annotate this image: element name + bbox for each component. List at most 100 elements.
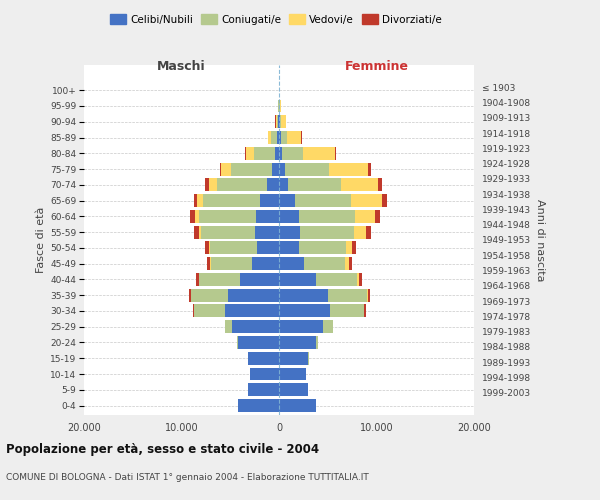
Bar bbox=[359, 273, 362, 286]
Bar bbox=[275, 147, 279, 160]
Bar bbox=[279, 288, 328, 302]
Bar bbox=[368, 288, 370, 302]
Bar bbox=[210, 257, 211, 270]
Text: Popolazione per età, sesso e stato civile - 2004: Popolazione per età, sesso e stato civil… bbox=[6, 442, 319, 456]
Bar bbox=[254, 147, 275, 160]
Bar bbox=[279, 336, 316, 349]
Bar bbox=[279, 194, 295, 207]
Bar bbox=[330, 304, 364, 318]
Bar bbox=[288, 178, 341, 192]
Bar bbox=[281, 116, 286, 128]
Bar bbox=[248, 352, 279, 364]
Bar bbox=[199, 210, 256, 223]
Bar bbox=[196, 273, 199, 286]
Bar bbox=[238, 399, 279, 412]
Bar bbox=[201, 226, 254, 238]
Bar bbox=[301, 226, 354, 238]
Bar bbox=[279, 384, 308, 396]
Legend: Celibi/Nubili, Coniugati/e, Vedovi/e, Divorziati/e: Celibi/Nubili, Coniugati/e, Vedovi/e, Di… bbox=[106, 10, 446, 29]
Bar bbox=[250, 368, 279, 380]
Bar bbox=[281, 131, 287, 144]
Bar bbox=[248, 384, 279, 396]
Bar bbox=[237, 336, 238, 349]
Bar bbox=[240, 273, 279, 286]
Bar bbox=[275, 116, 277, 128]
Bar bbox=[226, 320, 232, 333]
Bar bbox=[189, 288, 191, 302]
Bar bbox=[195, 210, 199, 223]
Bar bbox=[260, 194, 279, 207]
Bar bbox=[197, 194, 203, 207]
Bar bbox=[279, 162, 285, 175]
Bar bbox=[245, 147, 246, 160]
Bar bbox=[328, 288, 367, 302]
Bar bbox=[295, 194, 351, 207]
Bar bbox=[282, 147, 304, 160]
Bar bbox=[346, 242, 352, 254]
Bar bbox=[279, 352, 308, 364]
Bar bbox=[379, 178, 382, 192]
Bar bbox=[209, 178, 217, 192]
Bar bbox=[279, 131, 281, 144]
Bar bbox=[374, 210, 380, 223]
Bar bbox=[277, 116, 278, 128]
Bar bbox=[277, 131, 279, 144]
Bar bbox=[279, 257, 304, 270]
Bar bbox=[211, 257, 252, 270]
Bar bbox=[190, 210, 195, 223]
Bar bbox=[268, 178, 279, 192]
Text: Maschi: Maschi bbox=[157, 60, 206, 73]
Bar bbox=[194, 194, 197, 207]
Bar bbox=[279, 368, 307, 380]
Bar bbox=[354, 226, 366, 238]
Bar bbox=[278, 116, 279, 128]
Bar bbox=[299, 210, 355, 223]
Bar bbox=[268, 131, 271, 144]
Bar bbox=[210, 242, 257, 254]
Text: COMUNE DI BOLOGNA - Dati ISTAT 1° gennaio 2004 - Elaborazione TUTTITALIA.IT: COMUNE DI BOLOGNA - Dati ISTAT 1° gennai… bbox=[6, 472, 369, 482]
Bar bbox=[199, 273, 240, 286]
Bar bbox=[329, 162, 368, 175]
Bar bbox=[257, 242, 279, 254]
Bar bbox=[252, 257, 279, 270]
Bar bbox=[335, 147, 336, 160]
Bar bbox=[279, 178, 288, 192]
Bar bbox=[279, 116, 280, 128]
Bar bbox=[205, 242, 209, 254]
Bar bbox=[194, 226, 199, 238]
Bar bbox=[367, 288, 368, 302]
Bar bbox=[279, 320, 323, 333]
Bar bbox=[279, 210, 299, 223]
Bar bbox=[364, 304, 366, 318]
Bar bbox=[209, 242, 210, 254]
Bar bbox=[352, 242, 356, 254]
Bar bbox=[206, 257, 210, 270]
Bar bbox=[316, 273, 357, 286]
Bar bbox=[280, 116, 281, 128]
Bar bbox=[246, 147, 254, 160]
Y-axis label: Anni di nascita: Anni di nascita bbox=[535, 198, 545, 281]
Bar bbox=[279, 147, 282, 160]
Bar bbox=[254, 226, 279, 238]
Bar bbox=[199, 226, 201, 238]
Bar bbox=[279, 399, 316, 412]
Bar bbox=[217, 178, 268, 192]
Bar bbox=[193, 304, 194, 318]
Bar bbox=[316, 336, 318, 349]
Bar bbox=[279, 242, 299, 254]
Bar bbox=[382, 194, 387, 207]
Bar bbox=[226, 304, 279, 318]
Bar bbox=[341, 178, 379, 192]
Bar bbox=[355, 210, 374, 223]
Bar bbox=[366, 226, 371, 238]
Bar bbox=[368, 162, 371, 175]
Bar bbox=[279, 226, 301, 238]
Bar bbox=[299, 242, 346, 254]
Bar bbox=[323, 320, 332, 333]
Bar bbox=[229, 288, 279, 302]
Bar bbox=[238, 336, 279, 349]
Bar bbox=[221, 162, 231, 175]
Bar bbox=[205, 178, 209, 192]
Bar bbox=[272, 162, 279, 175]
Bar bbox=[351, 194, 382, 207]
